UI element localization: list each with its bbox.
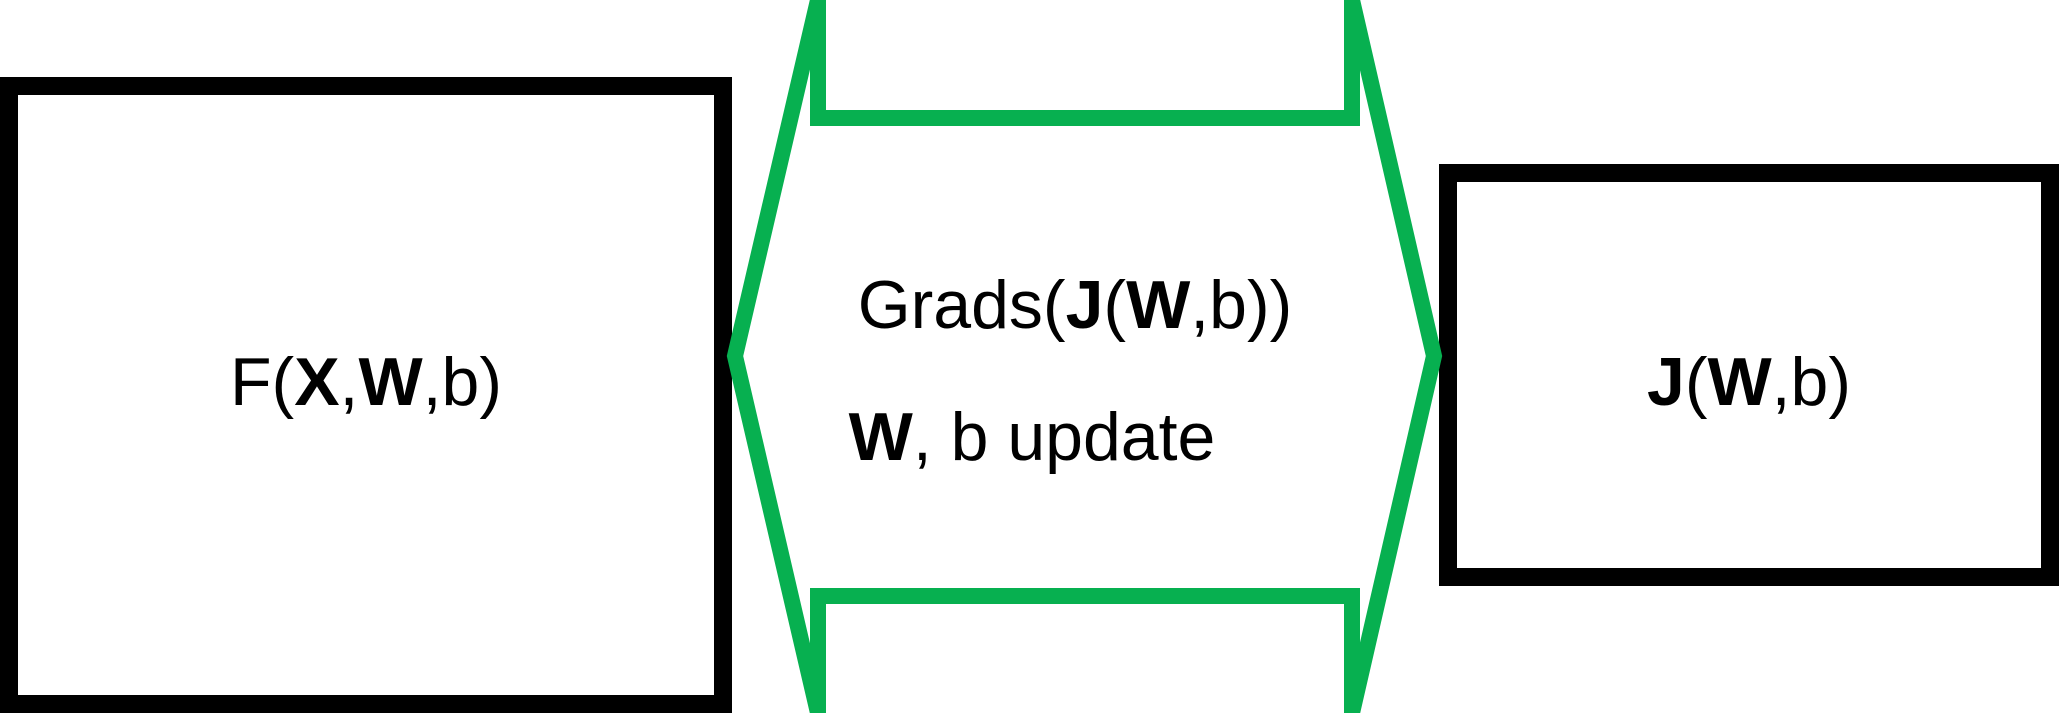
forward-function-label: F(X,W,b) bbox=[230, 344, 502, 420]
backprop-double-arrow: Grads(J(W,b)) W, b update bbox=[726, 0, 1443, 713]
gradients-label: Grads(J(W,b)) bbox=[858, 267, 1293, 343]
cost-function-label: J(W,b) bbox=[1647, 344, 1851, 420]
cost-function-box: J(W,b) bbox=[1439, 164, 2059, 586]
weight-update-label: W, b update bbox=[849, 399, 1216, 475]
cost-function-box-border bbox=[1439, 164, 2059, 586]
forward-function-box: F(X,W,b) bbox=[0, 77, 732, 713]
backprop-double-arrow-outline bbox=[726, 0, 1443, 713]
forward-function-box-border bbox=[0, 77, 732, 713]
